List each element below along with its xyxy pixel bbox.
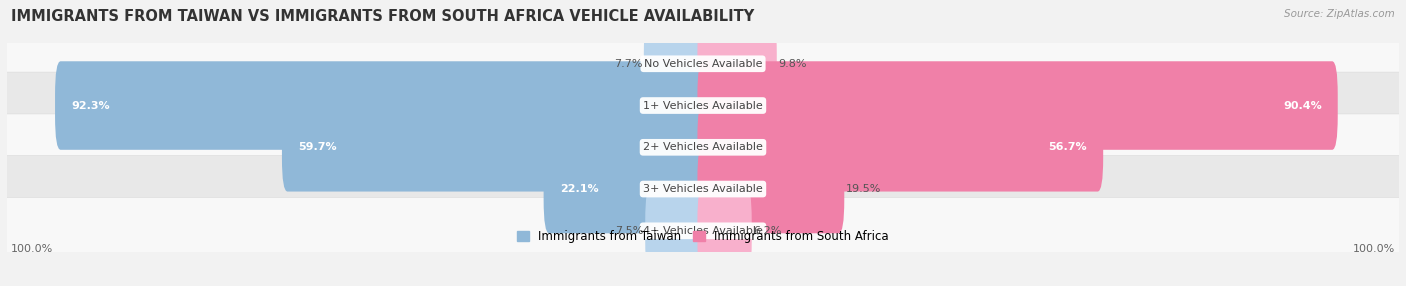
Text: 59.7%: 59.7% [298, 142, 336, 152]
FancyBboxPatch shape [697, 19, 776, 108]
Text: 100.0%: 100.0% [10, 244, 53, 254]
FancyBboxPatch shape [697, 145, 844, 233]
Text: 90.4%: 90.4% [1282, 101, 1322, 110]
Text: 92.3%: 92.3% [72, 101, 110, 110]
FancyBboxPatch shape [697, 61, 1337, 150]
Legend: Immigrants from Taiwan, Immigrants from South Africa: Immigrants from Taiwan, Immigrants from … [512, 225, 894, 248]
FancyBboxPatch shape [644, 19, 709, 108]
Text: Source: ZipAtlas.com: Source: ZipAtlas.com [1284, 9, 1395, 19]
Text: 7.7%: 7.7% [614, 59, 643, 69]
Text: 9.8%: 9.8% [778, 59, 807, 69]
FancyBboxPatch shape [6, 114, 1400, 181]
Text: 100.0%: 100.0% [1353, 244, 1396, 254]
Text: 4+ Vehicles Available: 4+ Vehicles Available [643, 226, 763, 236]
Text: 1+ Vehicles Available: 1+ Vehicles Available [643, 101, 763, 110]
Text: 6.2%: 6.2% [754, 226, 782, 236]
FancyBboxPatch shape [283, 103, 709, 192]
FancyBboxPatch shape [55, 61, 709, 150]
FancyBboxPatch shape [645, 186, 709, 275]
FancyBboxPatch shape [6, 30, 1400, 97]
Text: 56.7%: 56.7% [1049, 142, 1087, 152]
FancyBboxPatch shape [544, 145, 709, 233]
FancyBboxPatch shape [6, 197, 1400, 264]
FancyBboxPatch shape [6, 156, 1400, 223]
Text: 3+ Vehicles Available: 3+ Vehicles Available [643, 184, 763, 194]
Text: 2+ Vehicles Available: 2+ Vehicles Available [643, 142, 763, 152]
FancyBboxPatch shape [697, 103, 1104, 192]
Text: No Vehicles Available: No Vehicles Available [644, 59, 762, 69]
FancyBboxPatch shape [6, 72, 1400, 139]
Text: 7.5%: 7.5% [616, 226, 644, 236]
FancyBboxPatch shape [697, 186, 752, 275]
Text: 22.1%: 22.1% [560, 184, 599, 194]
Text: 19.5%: 19.5% [845, 184, 882, 194]
Text: IMMIGRANTS FROM TAIWAN VS IMMIGRANTS FROM SOUTH AFRICA VEHICLE AVAILABILITY: IMMIGRANTS FROM TAIWAN VS IMMIGRANTS FRO… [11, 9, 755, 23]
